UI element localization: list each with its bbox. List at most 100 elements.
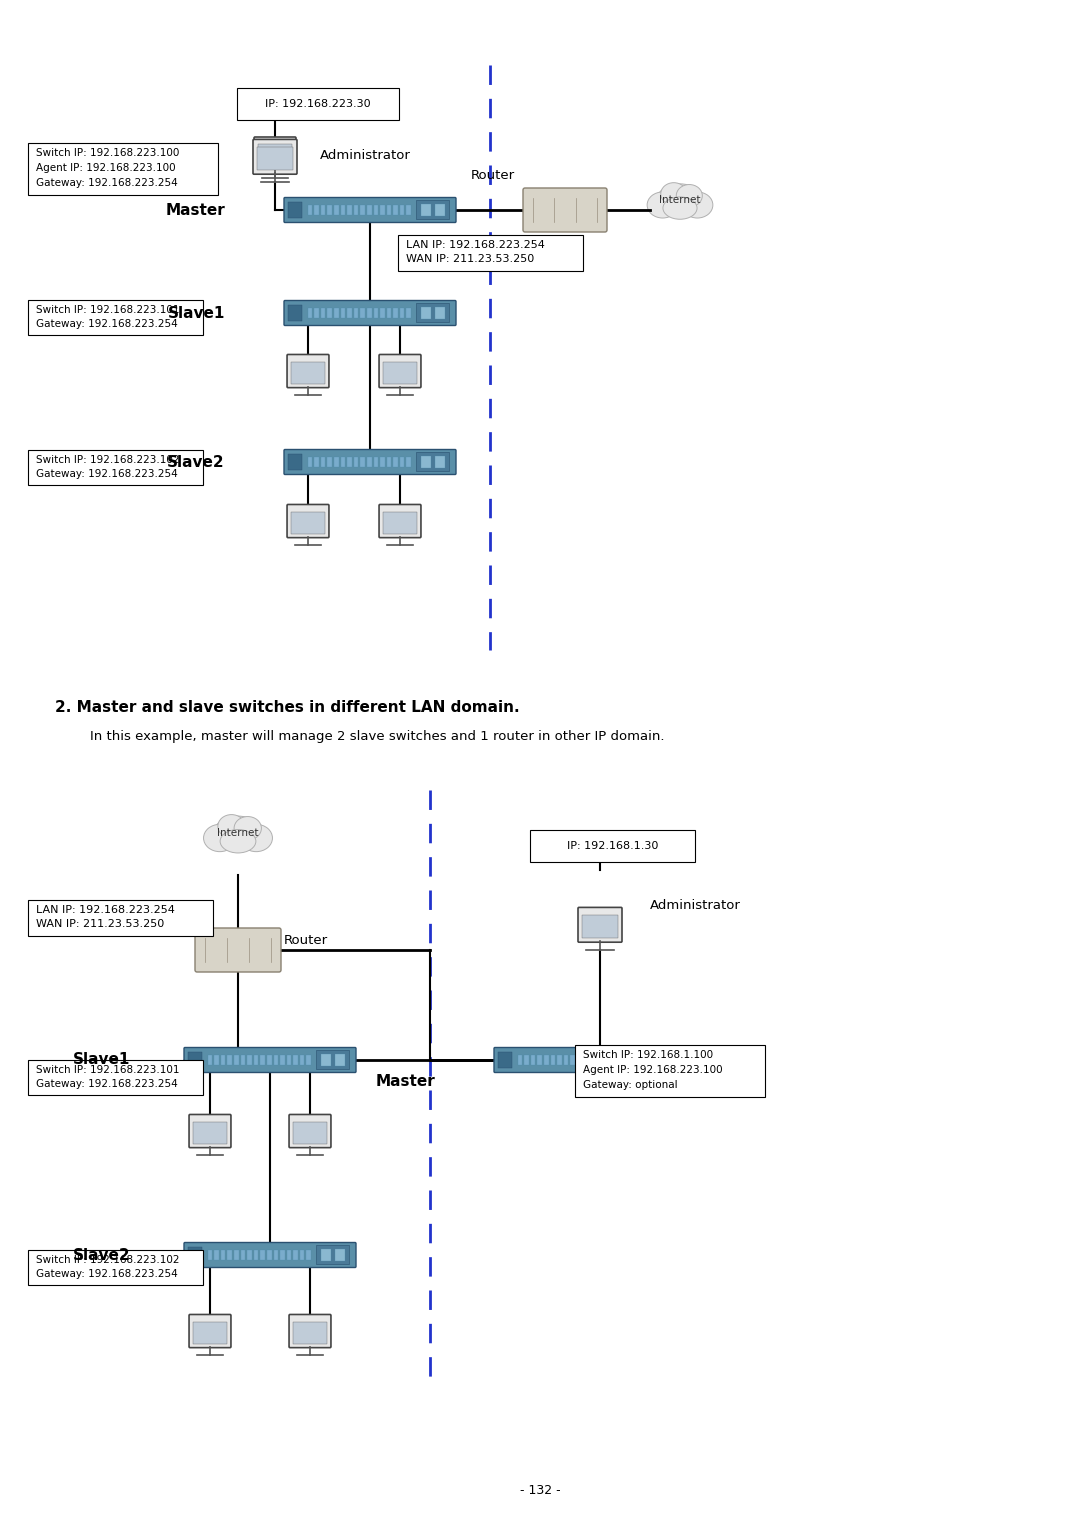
Ellipse shape: [203, 824, 237, 851]
Bar: [551, 1054, 555, 1065]
FancyBboxPatch shape: [289, 1114, 330, 1148]
Bar: [530, 830, 696, 862]
Bar: [421, 457, 431, 468]
FancyBboxPatch shape: [379, 354, 421, 388]
Bar: [400, 205, 405, 215]
Bar: [314, 205, 319, 215]
Bar: [273, 1054, 279, 1065]
Text: Switch IP: 192.168.223.102: Switch IP: 192.168.223.102: [36, 455, 179, 465]
Bar: [260, 1250, 265, 1261]
Bar: [340, 307, 346, 318]
Ellipse shape: [661, 183, 687, 205]
Bar: [435, 307, 445, 319]
Ellipse shape: [657, 183, 703, 215]
Bar: [293, 1122, 327, 1144]
Bar: [498, 1051, 512, 1068]
Bar: [257, 147, 293, 171]
FancyBboxPatch shape: [523, 188, 607, 232]
FancyBboxPatch shape: [184, 1048, 356, 1073]
Bar: [314, 307, 319, 318]
Text: Switch IP: 192.168.223.100: Switch IP: 192.168.223.100: [36, 148, 179, 159]
Bar: [374, 457, 378, 468]
Bar: [354, 307, 359, 318]
Text: Router: Router: [471, 168, 515, 182]
Bar: [234, 1250, 239, 1261]
FancyBboxPatch shape: [284, 449, 456, 475]
Bar: [228, 1054, 232, 1065]
Bar: [234, 1054, 239, 1065]
Bar: [361, 457, 365, 468]
Bar: [267, 1054, 271, 1065]
Bar: [220, 1054, 226, 1065]
Text: IP: 192.168.1.30: IP: 192.168.1.30: [567, 840, 658, 851]
Bar: [300, 1250, 305, 1261]
FancyBboxPatch shape: [626, 1050, 660, 1070]
Bar: [435, 205, 445, 215]
Bar: [294, 1250, 298, 1261]
Bar: [406, 307, 411, 318]
Bar: [291, 362, 325, 384]
Ellipse shape: [220, 830, 256, 853]
Bar: [214, 1054, 219, 1065]
Bar: [382, 362, 417, 384]
Text: Agent IP: 192.168.223.100: Agent IP: 192.168.223.100: [36, 163, 176, 173]
Text: Master: Master: [375, 1074, 435, 1089]
Bar: [241, 1054, 245, 1065]
Bar: [374, 205, 378, 215]
Bar: [307, 1250, 311, 1261]
Bar: [28, 451, 203, 484]
Bar: [327, 307, 332, 318]
Bar: [604, 1054, 608, 1065]
FancyBboxPatch shape: [289, 1314, 330, 1348]
Bar: [188, 1247, 202, 1264]
Bar: [575, 1045, 765, 1097]
Bar: [254, 1250, 258, 1261]
Bar: [399, 235, 583, 270]
Text: Gateway: 192.168.223.254: Gateway: 192.168.223.254: [36, 1268, 178, 1279]
FancyBboxPatch shape: [184, 1242, 356, 1268]
FancyBboxPatch shape: [316, 1050, 350, 1070]
Bar: [367, 205, 372, 215]
Bar: [308, 205, 312, 215]
Bar: [308, 307, 312, 318]
Text: Gateway: optional: Gateway: optional: [583, 1080, 677, 1089]
Bar: [380, 307, 384, 318]
FancyBboxPatch shape: [254, 138, 296, 170]
Bar: [321, 307, 325, 318]
Bar: [288, 454, 302, 471]
Bar: [280, 1250, 285, 1261]
FancyBboxPatch shape: [189, 1114, 231, 1148]
Bar: [321, 457, 325, 468]
Bar: [557, 1054, 562, 1065]
Bar: [334, 457, 339, 468]
Text: Gateway: 192.168.223.254: Gateway: 192.168.223.254: [36, 469, 178, 478]
Bar: [387, 457, 391, 468]
Text: Agent IP: 192.168.223.100: Agent IP: 192.168.223.100: [583, 1065, 723, 1076]
Bar: [293, 1322, 327, 1345]
FancyBboxPatch shape: [578, 908, 622, 943]
Text: Switch IP: 192.168.223.102: Switch IP: 192.168.223.102: [36, 1254, 179, 1265]
Bar: [382, 512, 417, 533]
Bar: [340, 457, 346, 468]
Bar: [258, 144, 293, 167]
Bar: [517, 1054, 523, 1065]
Bar: [207, 1054, 213, 1065]
Bar: [228, 1250, 232, 1261]
Bar: [280, 1054, 285, 1065]
Bar: [544, 1054, 549, 1065]
Ellipse shape: [234, 816, 261, 840]
Bar: [354, 457, 359, 468]
Bar: [321, 1054, 330, 1065]
Text: Gateway: 192.168.223.254: Gateway: 192.168.223.254: [36, 179, 178, 188]
Bar: [220, 1250, 226, 1261]
Bar: [327, 205, 332, 215]
Bar: [192, 1122, 227, 1144]
Bar: [192, 1322, 227, 1345]
Bar: [367, 457, 372, 468]
Text: LAN IP: 192.168.223.254: LAN IP: 192.168.223.254: [406, 240, 545, 251]
Text: Switch IP: 192.168.1.100: Switch IP: 192.168.1.100: [583, 1050, 713, 1060]
Text: Internet: Internet: [217, 828, 259, 837]
Ellipse shape: [663, 197, 697, 219]
Text: WAN IP: 211.23.53.250: WAN IP: 211.23.53.250: [36, 920, 164, 929]
Ellipse shape: [647, 193, 678, 219]
